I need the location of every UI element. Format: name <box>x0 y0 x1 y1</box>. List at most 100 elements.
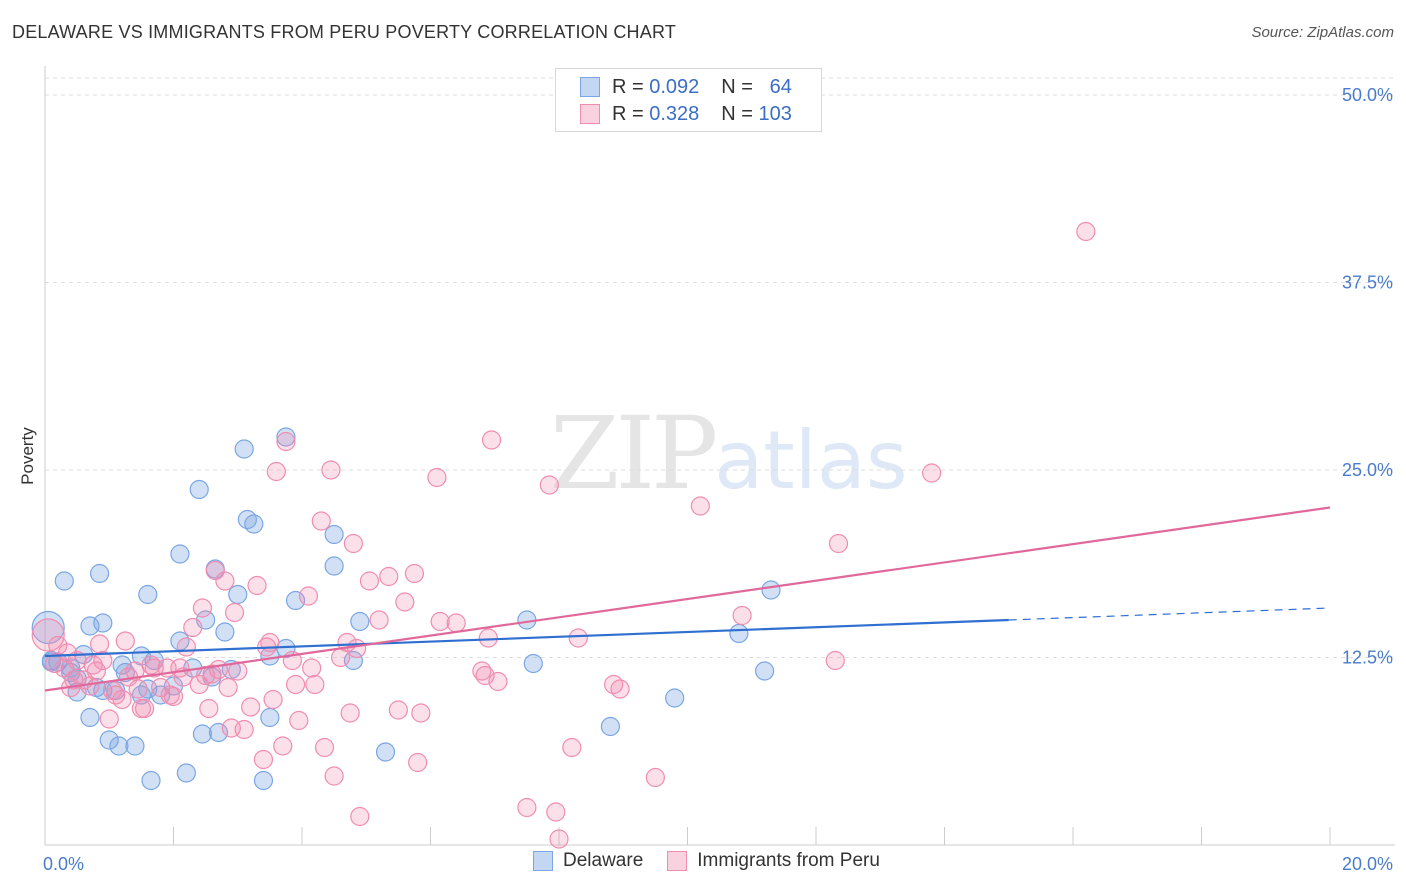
point-delaware <box>109 736 129 756</box>
point-peru <box>539 475 559 495</box>
bottom-legend-peru[interactable]: Immigrants from Peru <box>667 850 880 872</box>
watermark-atlas: atlas <box>714 414 908 507</box>
x-tick-label-max: 20.0% <box>1342 854 1393 874</box>
point-peru <box>690 496 710 516</box>
bottom-legend-delaware[interactable]: Delaware <box>533 850 643 872</box>
point-delaware <box>234 439 254 459</box>
point-peru <box>517 797 537 818</box>
legend-r-label: R = <box>612 102 644 125</box>
point-peru <box>218 677 238 698</box>
legend-row-peru: R = 0.328 N = 103 <box>580 101 792 127</box>
legend-n-value: 103 <box>758 102 792 125</box>
point-peru <box>404 563 425 584</box>
point-peru <box>192 598 213 618</box>
point-peru <box>253 749 274 770</box>
chart-title: DELAWARE VS IMMIGRANTS FROM PERU POVERTY… <box>12 22 677 42</box>
point-peru <box>562 737 582 758</box>
point-peru <box>215 571 235 591</box>
trend-line-delaware-projection <box>1008 607 1331 621</box>
watermark-zip: ZIP <box>550 395 718 512</box>
point-peru <box>90 634 110 654</box>
point-delaware <box>31 610 65 645</box>
trend-line-delaware <box>44 618 1009 658</box>
point-peru <box>488 671 508 692</box>
point-peru <box>285 674 306 695</box>
y-tick-label: 25.0% <box>1342 460 1393 480</box>
trend-lines <box>44 506 1331 692</box>
point-delaware <box>215 622 235 642</box>
point-peru <box>825 650 845 671</box>
point-peru <box>350 806 370 827</box>
point-peru <box>347 638 367 659</box>
point-peru <box>430 611 450 632</box>
point-peru <box>298 586 319 606</box>
point-delaware <box>260 707 280 728</box>
point-peru <box>205 560 225 581</box>
point-delaware <box>324 556 344 576</box>
point-delaware <box>729 623 749 644</box>
point-delaware <box>54 571 74 591</box>
point-delaware <box>125 736 145 756</box>
axes <box>44 66 1395 846</box>
point-peru <box>314 737 335 758</box>
trend-line-peru <box>44 506 1331 692</box>
point-peru <box>241 697 261 717</box>
y-tick-label: 37.5% <box>1342 273 1393 293</box>
legend-n-value: 64 <box>769 75 792 98</box>
point-peru <box>411 703 431 723</box>
point-peru <box>266 461 286 482</box>
point-peru <box>340 703 360 723</box>
point-peru <box>57 643 78 663</box>
point-delaware <box>665 688 685 708</box>
point-peru <box>311 511 331 531</box>
point-delaware <box>761 580 781 600</box>
point-peru <box>247 575 267 596</box>
point-delaware <box>600 716 621 737</box>
y-tick-label: 50.0% <box>1342 85 1393 105</box>
point-delaware <box>61 658 81 678</box>
point-delaware <box>170 544 190 564</box>
point-peru <box>732 605 752 626</box>
point-delaware <box>99 730 119 750</box>
point-peru <box>478 628 498 648</box>
y-tick-label: 12.5% <box>1342 648 1393 668</box>
point-peru <box>302 658 322 678</box>
point-delaware <box>754 661 775 681</box>
point-peru <box>289 710 309 731</box>
point-peru <box>321 460 341 480</box>
point-peru <box>163 686 184 707</box>
point-peru <box>199 698 219 719</box>
point-delaware <box>176 763 196 783</box>
point-peru <box>549 829 569 849</box>
grid-lines <box>45 77 1395 658</box>
point-peru <box>446 613 466 633</box>
point-delaware <box>253 770 274 791</box>
point-delaware <box>208 722 229 743</box>
bottom-legend-label-delaware: Delaware <box>563 850 644 871</box>
legend-r-label: R = <box>612 75 644 98</box>
point-delaware <box>138 584 158 605</box>
point-peru <box>828 533 849 554</box>
legend-swatch-delaware <box>580 77 600 97</box>
point-peru <box>176 637 196 657</box>
bottom-legend-label-peru: Immigrants from Peru <box>697 850 880 871</box>
point-peru <box>263 689 283 710</box>
point-peru <box>115 631 135 651</box>
data-points <box>31 221 1096 849</box>
point-peru <box>546 802 566 822</box>
point-peru <box>134 698 155 719</box>
point-peru <box>379 566 399 587</box>
point-peru <box>273 736 293 756</box>
point-peru <box>208 659 229 680</box>
point-peru <box>343 533 363 554</box>
point-delaware <box>244 514 264 534</box>
bottom-legend-swatch-peru <box>667 851 688 871</box>
point-delaware <box>350 611 370 632</box>
point-peru <box>369 610 389 630</box>
point-peru <box>305 674 325 695</box>
point-peru <box>359 571 380 591</box>
legend-n-label: N = <box>721 75 753 98</box>
point-peru <box>141 655 161 675</box>
point-delaware <box>228 584 248 605</box>
y-axis-label: Poverty <box>18 427 37 485</box>
